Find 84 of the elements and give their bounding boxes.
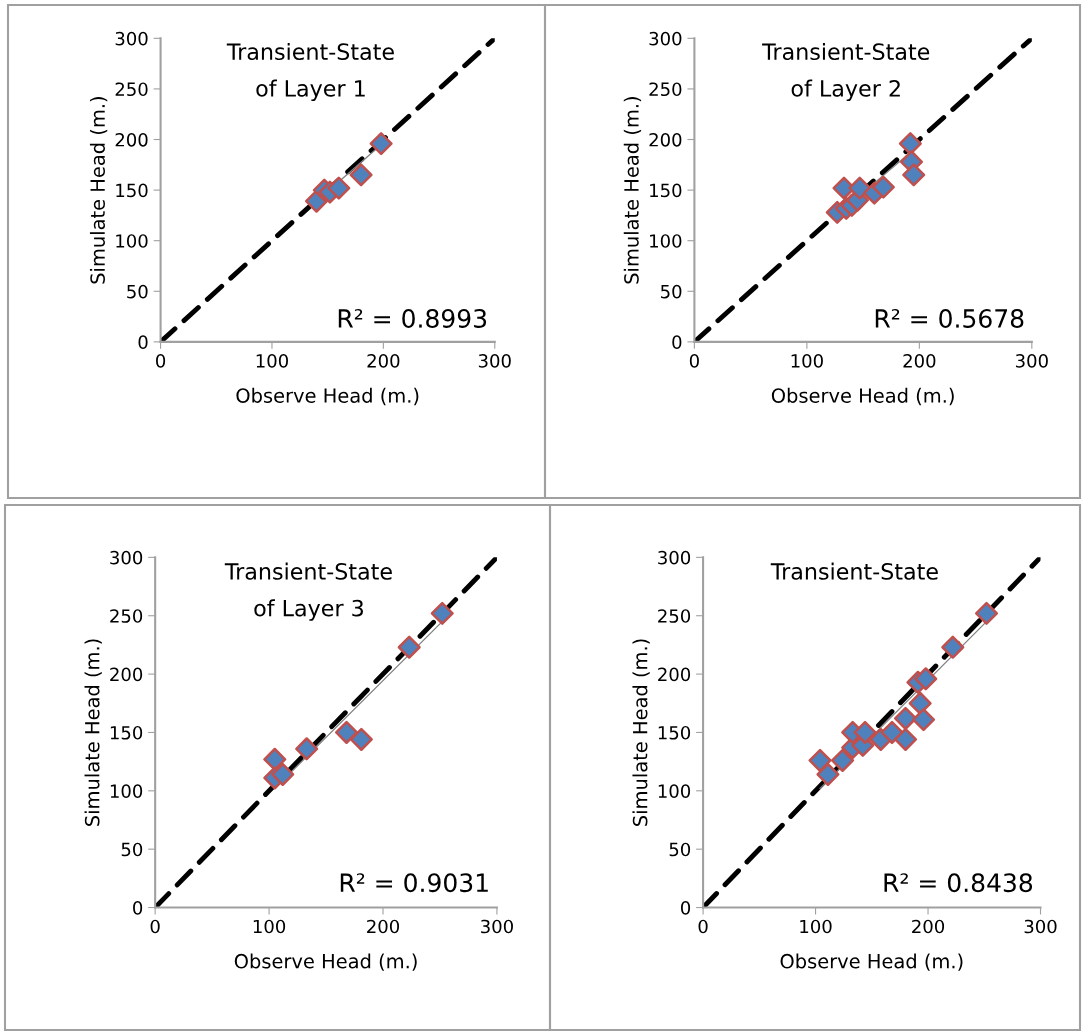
text: Transient-State of Layer 3 xyxy=(224,562,392,621)
y-tick-label: 100 xyxy=(650,234,682,248)
y-tick-label: 300 xyxy=(658,550,691,565)
x-tick-label: 100 xyxy=(800,919,832,934)
point xyxy=(908,691,932,715)
y-axis-title: Simulate Head (m.) xyxy=(632,639,650,826)
x-tick-label: 200 xyxy=(903,354,936,368)
point xyxy=(335,720,359,744)
point xyxy=(831,748,855,773)
annotation: R² = 0.9031 xyxy=(340,873,488,893)
text: Transient-State of Layer 2 xyxy=(762,42,930,102)
y-tick-label: 0 xyxy=(672,335,682,349)
y-tick-label: 250 xyxy=(649,82,682,97)
point xyxy=(808,748,832,773)
point xyxy=(974,601,999,625)
x-tick-label: 300 xyxy=(478,354,511,368)
point xyxy=(914,667,938,691)
point xyxy=(898,132,922,156)
point xyxy=(848,176,872,200)
y-axis-title: Simulate Head (m.) xyxy=(89,97,108,284)
y-tick-label: 100 xyxy=(116,234,148,248)
point xyxy=(327,176,351,200)
x-tick-label: 200 xyxy=(912,919,945,934)
y-tick-label: 150 xyxy=(116,183,148,198)
y-tick-label: 50 xyxy=(127,284,148,299)
x-tick-label: 0 xyxy=(698,919,708,934)
y-tick-label: 0 xyxy=(680,901,691,915)
y-tick-label: 100 xyxy=(110,784,143,798)
y-tick-label: 200 xyxy=(110,667,143,682)
y-tick-label: 200 xyxy=(658,667,691,682)
y-tick-label: 250 xyxy=(658,609,691,623)
y-tick-label: 250 xyxy=(115,82,148,97)
y-axis-title: Simulate Head (m.) xyxy=(84,639,102,826)
y-tick-label: 50 xyxy=(121,842,143,857)
text: Transient-State of Layer 1 xyxy=(226,42,394,102)
x-tick-label: 200 xyxy=(367,919,400,934)
y-tick-label: 100 xyxy=(658,784,691,798)
point xyxy=(893,727,918,752)
y-tick-label: 50 xyxy=(669,842,691,857)
point xyxy=(853,720,877,744)
point xyxy=(893,706,918,730)
annotation: R² = 0.8993 xyxy=(338,309,487,328)
y-tick-label: 150 xyxy=(650,183,682,198)
x-tick-label: 300 xyxy=(1024,919,1057,934)
point xyxy=(941,635,965,659)
x-tick-label: 100 xyxy=(791,354,823,368)
y-tick-label: 150 xyxy=(658,725,691,740)
x-tick-label: 100 xyxy=(256,354,289,368)
y-tick-label: 200 xyxy=(649,132,682,147)
y-tick-label: 300 xyxy=(115,31,148,46)
y-tick-label: 300 xyxy=(110,550,143,565)
point xyxy=(271,762,295,787)
x-axis-title: Observe Head (m.) xyxy=(780,953,963,971)
annotation: R² = 0.8438 xyxy=(884,873,1033,893)
y-tick-label: 300 xyxy=(649,31,682,46)
point xyxy=(295,737,319,761)
x-tick-label: 0 xyxy=(156,354,166,368)
x-tick-label: 200 xyxy=(367,354,400,368)
y-axis-title: Simulate Head (m.) xyxy=(623,97,642,284)
point xyxy=(430,601,454,625)
point xyxy=(902,163,926,187)
point xyxy=(349,163,373,187)
point xyxy=(871,175,895,199)
x-axis-title: Observe Head (m.) xyxy=(234,953,417,971)
point xyxy=(397,635,421,659)
x-axis-title: Observe Head (m.) xyxy=(236,387,419,406)
x-tick-label: 100 xyxy=(253,919,286,934)
y-tick-label: 0 xyxy=(138,335,148,349)
point xyxy=(911,708,936,732)
x-tick-label: 300 xyxy=(481,919,513,934)
y-tick-label: 0 xyxy=(133,901,143,915)
point xyxy=(263,747,287,771)
x-tick-label: 0 xyxy=(150,919,160,934)
y-tick-label: 150 xyxy=(110,725,143,740)
point xyxy=(369,132,393,156)
point xyxy=(816,762,840,787)
x-tick-label: 300 xyxy=(1015,354,1048,368)
annotation: R² = 0.5678 xyxy=(875,309,1024,328)
chart-title: Transient-State xyxy=(770,562,938,580)
x-axis-title: Observe Head (m.) xyxy=(771,387,954,406)
y-tick-label: 200 xyxy=(115,132,148,147)
point xyxy=(349,727,373,752)
y-tick-label: 50 xyxy=(661,284,682,299)
y-tick-label: 250 xyxy=(110,609,143,623)
